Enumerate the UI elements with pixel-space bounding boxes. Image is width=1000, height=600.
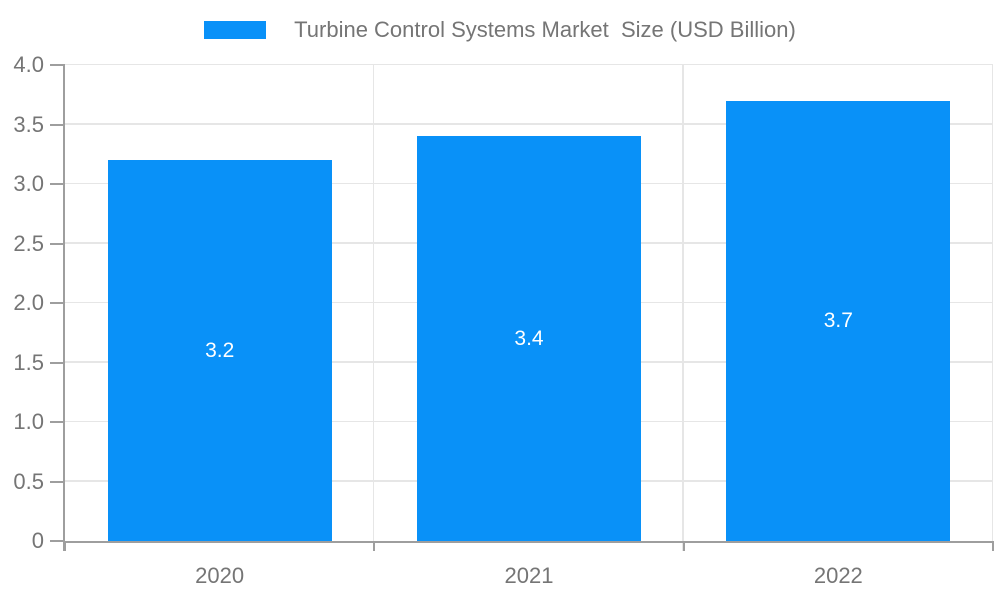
x-axis-label: 2022 (813, 563, 863, 588)
y-axis-label: 0 (31, 528, 44, 553)
plot-area: 3.2 3.4 3.7 (65, 63, 993, 551)
gridline-vertical (372, 65, 375, 551)
bar-value-label: 3.2 (205, 338, 235, 362)
x-axis-tick (64, 541, 66, 551)
x-axis-tick (682, 541, 685, 551)
y-axis: 0 0.5 1.0 1.5 2.0 2.5 3.0 3.5 4.0 (0, 52, 65, 553)
x-axis-tick (373, 541, 376, 551)
y-axis-label: 2.0 (13, 290, 44, 315)
bar-2020: 3.2 (107, 160, 332, 541)
y-axis-tick (50, 302, 65, 304)
y-axis-tick (50, 540, 65, 542)
legend-swatch (204, 21, 267, 39)
category-band: 3.7 (684, 65, 993, 541)
chart-title: Turbine Control Systems Market Size (USD… (294, 17, 796, 42)
x-axis-line (65, 541, 993, 543)
y-axis-label: 1.5 (13, 349, 44, 375)
x-axis-tick (992, 541, 994, 551)
x-axis-label: 2020 (195, 563, 245, 588)
gridline-horizontal (65, 63, 993, 65)
y-axis-tick (50, 361, 65, 364)
y-axis-label: 4.0 (13, 52, 44, 77)
y-axis-tick (50, 480, 65, 483)
category-band: 3.2 (65, 65, 374, 541)
gridline-vertical (991, 65, 993, 551)
y-axis-label: 2.5 (13, 230, 44, 256)
y-axis-tick (50, 183, 65, 185)
bar-2021: 3.4 (417, 136, 641, 541)
y-axis-tick (50, 421, 65, 423)
bar-value-label: 3.7 (823, 308, 853, 332)
bar-2022: 3.7 (726, 100, 951, 541)
y-axis-tick (50, 123, 65, 126)
bars-container: 3.2 3.4 3.7 (65, 65, 993, 541)
legend: Turbine Control Systems Market Size (USD… (0, 12, 1000, 48)
y-axis-label: 3.0 (13, 171, 44, 196)
bar-value-label: 3.4 (514, 326, 544, 350)
gridline-horizontal (65, 123, 993, 125)
x-axis: 2020 2021 2022 (64, 541, 994, 600)
gridline-vertical (682, 65, 684, 551)
y-axis-tick (50, 242, 65, 245)
y-axis-label: 0.5 (13, 468, 44, 494)
y-axis-label: 1.0 (13, 409, 44, 434)
x-axis-label: 2021 (504, 563, 554, 588)
category-band: 3.4 (374, 65, 683, 541)
y-axis-tick (50, 64, 65, 66)
y-axis-label: 3.5 (13, 111, 44, 137)
y-axis-line (63, 65, 65, 551)
